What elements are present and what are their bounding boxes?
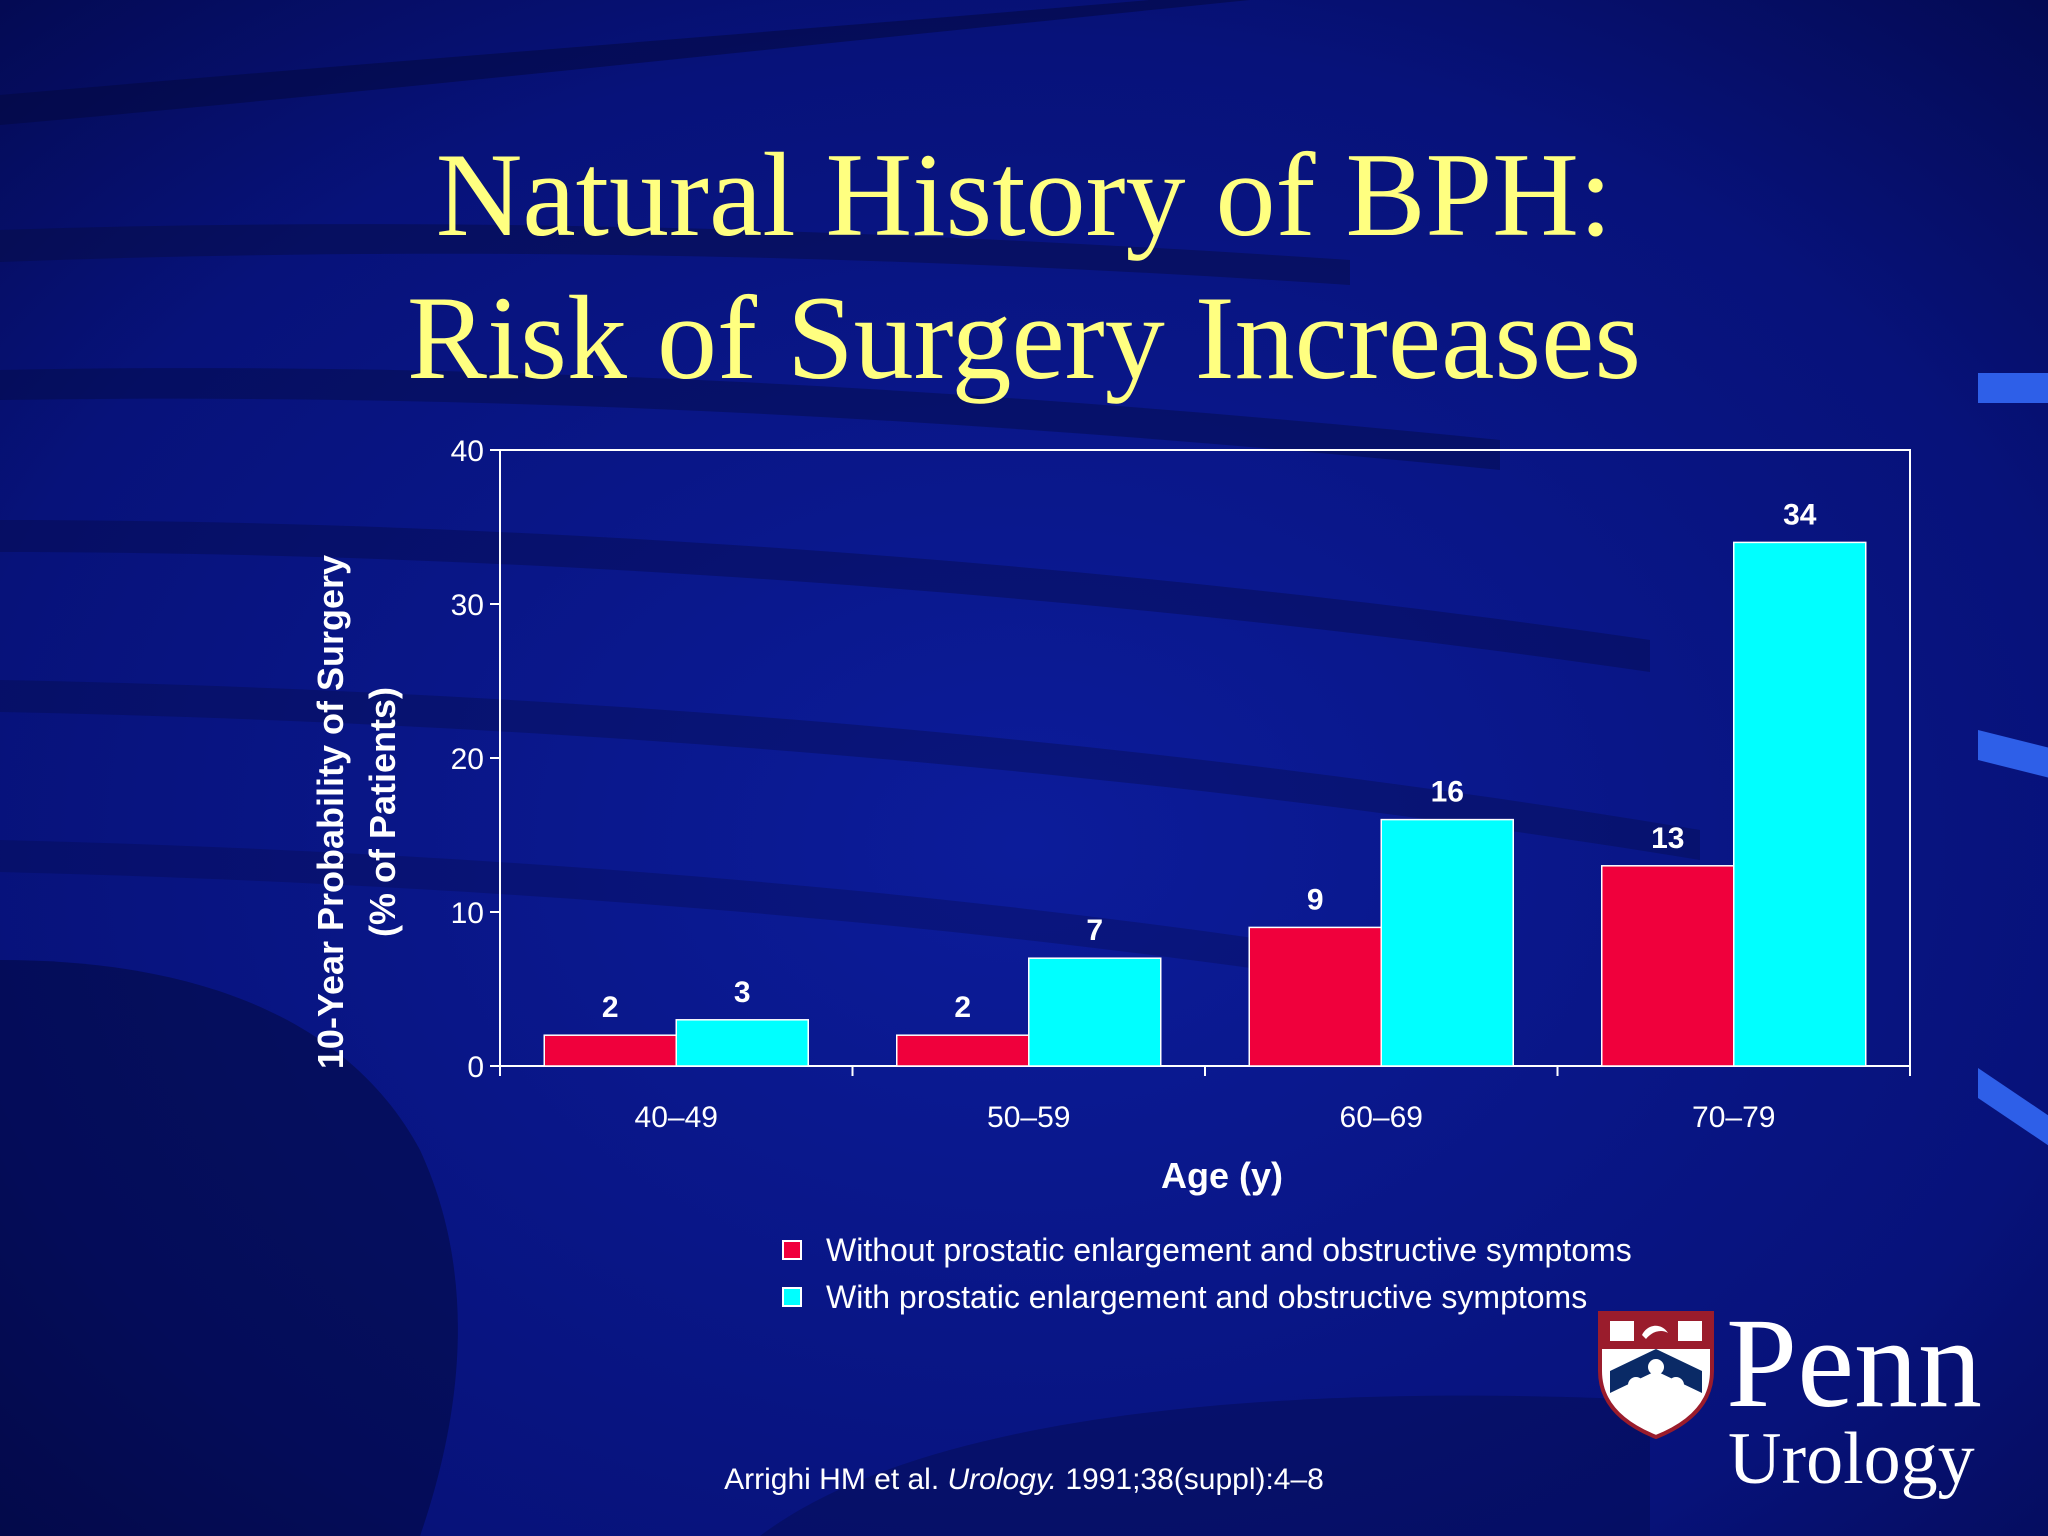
- legend-item-with: With prostatic enlargement and obstructi…: [782, 1278, 1588, 1315]
- y-tick-label: 20: [451, 743, 484, 776]
- legend-label-without: Without prostatic enlargement and obstru…: [826, 1231, 1632, 1268]
- y-tick-label: 40: [451, 435, 484, 468]
- bars-group: [543, 541, 1867, 1067]
- x-tick-label: 60–69: [1340, 1101, 1423, 1134]
- bar-value-label: 3: [734, 976, 751, 1009]
- bar-value-label: 9: [1307, 883, 1324, 916]
- citation-authors: Arrighi HM et al.: [724, 1463, 948, 1496]
- x-axis: 40–49 50–59 60–69 70–79: [499, 1066, 1911, 1134]
- bar-with-symptoms: [1380, 818, 1514, 1067]
- logo-subtitle: Urology: [1728, 1418, 1975, 1500]
- y-axis: 0 10 20 30 40: [451, 435, 500, 1084]
- bar-with-symptoms: [1028, 957, 1162, 1067]
- y-axis-label-line-2: (% of Patients): [362, 687, 403, 937]
- bar-value-label: 2: [954, 991, 971, 1024]
- citation: Arrighi HM et al. Urology. 1991;38(suppl…: [0, 1463, 2048, 1497]
- bar-without-symptoms: [1248, 926, 1382, 1067]
- bar-value-label: 2: [602, 991, 619, 1024]
- bar-value-label: 16: [1431, 776, 1464, 809]
- x-tick-label: 50–59: [987, 1101, 1070, 1134]
- decor-mark-1: [1978, 373, 2048, 403]
- bar-without-symptoms: [543, 1034, 677, 1067]
- bar-without-symptoms: [1601, 865, 1735, 1067]
- y-axis-label-line-1: 10-Year Probability of Surgery: [310, 555, 351, 1069]
- legend-swatch-without: [782, 1240, 802, 1260]
- slide-title-line-2: Risk of Surgery Increases: [406, 271, 1642, 404]
- bar-value-label: 13: [1651, 822, 1684, 855]
- bar-with-symptoms: [1733, 541, 1867, 1067]
- legend-swatch-with: [782, 1287, 802, 1307]
- x-tick-label: 40–49: [635, 1101, 718, 1134]
- y-tick-label: 30: [451, 589, 484, 622]
- legend-label-with: With prostatic enlargement and obstructi…: [826, 1278, 1588, 1315]
- penn-shield-icon: [1598, 1311, 1714, 1439]
- penn-urology-logo: Penn Urology: [1596, 1293, 2006, 1505]
- citation-details: 1991;38(suppl):4–8: [1057, 1463, 1324, 1496]
- logo-wordmark: Penn: [1726, 1292, 1982, 1434]
- x-axis-label: Age (y): [1161, 1155, 1283, 1196]
- bar-without-symptoms: [896, 1034, 1030, 1067]
- y-tick-label: 10: [451, 897, 484, 930]
- slide-title-line-1: Natural History of BPH:: [435, 128, 1613, 261]
- bar-with-symptoms: [675, 1019, 809, 1067]
- value-labels-group: 2 3 2 7 9 16 13 34: [602, 498, 1817, 1024]
- y-tick-label: 0: [467, 1051, 484, 1084]
- x-tick-label: 70–79: [1692, 1101, 1775, 1134]
- legend-item-without: Without prostatic enlargement and obstru…: [782, 1231, 1632, 1268]
- bar-value-label: 34: [1783, 498, 1817, 531]
- citation-journal: Urology.: [947, 1463, 1057, 1496]
- bar-value-label: 7: [1086, 914, 1103, 947]
